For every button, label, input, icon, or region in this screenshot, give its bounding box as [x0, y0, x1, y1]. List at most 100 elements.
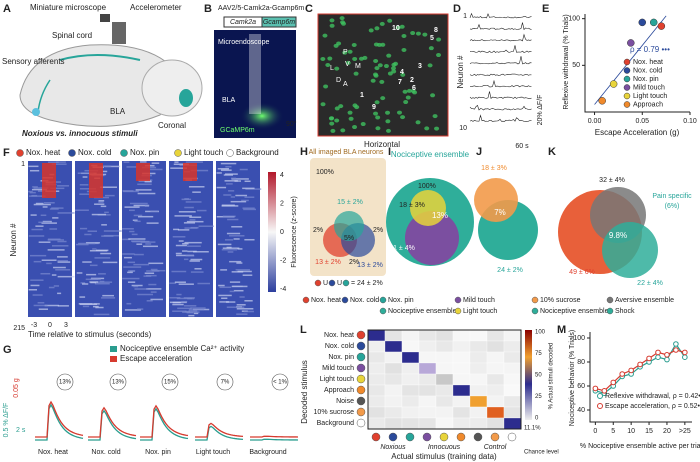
heatmap-row: [216, 172, 222, 174]
matrix-cell: [503, 329, 522, 342]
point: [655, 354, 661, 361]
matrix-cell: [469, 406, 488, 419]
colorbar: [525, 330, 532, 420]
matrix-cell: [435, 329, 454, 342]
legend-label: Nox. heat: [26, 148, 61, 157]
legend-dot: [454, 307, 462, 315]
heatmap-row: [138, 215, 154, 218]
heatmap-row: [224, 239, 234, 241]
heatmap-row: [140, 241, 156, 243]
cell: [352, 125, 358, 130]
heatmap-row: [173, 228, 180, 231]
annotation: Sensory afferents: [2, 57, 65, 66]
heatmap-row: [175, 252, 182, 255]
matrix-cell: [418, 384, 437, 397]
heatmap-row: [184, 206, 194, 209]
venn-label: 2%: [373, 227, 383, 234]
stimulus-label: Nox. cold: [91, 449, 120, 456]
heatmap-row: [75, 209, 89, 211]
heatmap-row: [144, 272, 155, 275]
legend-label: Nox. cold: [633, 67, 662, 74]
legend-label: Aversive ensemble: [615, 297, 674, 304]
label: Noxious: [380, 444, 406, 451]
legend-label: Nox. pin: [633, 76, 659, 83]
x-tick-label: >25: [679, 428, 691, 435]
panel-letter: E: [542, 3, 549, 15]
heatmap-row: [104, 211, 109, 214]
cell: [340, 20, 346, 25]
point: [627, 39, 635, 47]
heatmap-row: [127, 281, 136, 283]
legend-label: Background: [236, 148, 279, 157]
cell: [372, 72, 378, 77]
legend-swatch: [623, 58, 631, 66]
heatmap-row: [90, 277, 105, 280]
label: 32 ± 4%: [599, 177, 625, 184]
matrix-cell: [486, 417, 505, 430]
heatmap-row: [95, 306, 104, 309]
colorbar-tick: 0: [535, 416, 539, 422]
cell: [336, 41, 342, 46]
label: Innocuous: [428, 444, 461, 451]
heatmap-row: [236, 308, 254, 310]
legend-dot: [388, 432, 398, 442]
label: 20% ΔF/F: [537, 95, 544, 126]
heatmap-row: [40, 272, 51, 275]
matrix-cell: [452, 406, 471, 419]
trace: [88, 406, 137, 438]
heatmap-row: [38, 308, 49, 310]
matrix-cell: [367, 373, 386, 386]
trace: [250, 435, 299, 438]
x-tick-label: 5: [611, 428, 615, 435]
heatmap-row: [236, 304, 246, 306]
heatmap-row: [143, 275, 152, 277]
point: [628, 367, 634, 374]
trace: [469, 56, 532, 65]
heatmap-row: [233, 238, 240, 240]
venn-diagrams: [310, 158, 658, 278]
y-tick-label: 40: [577, 407, 585, 414]
heatmap-row: [99, 186, 118, 188]
x-tick-label: 0.10: [683, 118, 697, 125]
heatmap-row: [35, 225, 44, 227]
heatmap-row: [176, 254, 195, 257]
label: GCaMP6m: [220, 127, 255, 134]
row-label: Light touch: [320, 376, 354, 383]
cell: [358, 56, 364, 61]
heatmap-row: [100, 205, 107, 208]
heatmap-row: [49, 228, 58, 230]
heatmap-row: [30, 214, 37, 216]
label: U: [337, 280, 342, 287]
matrix-cell: [418, 417, 437, 430]
stimulus-label: Nox. heat: [38, 449, 68, 456]
heatmap-row: [123, 161, 130, 163]
heatmap-row: [197, 282, 210, 285]
matrix-cell: [503, 373, 522, 386]
matrix-cell: [367, 395, 386, 408]
colorbar-tick: 0: [280, 229, 284, 236]
venn-label: 13 ± 2%: [357, 262, 383, 269]
cell: [427, 63, 433, 68]
heatmap-row: [177, 229, 190, 231]
heatmap-row: [190, 307, 206, 309]
heatmap-row: [90, 281, 96, 284]
legend-dot: [342, 279, 350, 287]
legend-label: Light touch: [633, 93, 667, 100]
matrix-cell: [384, 362, 403, 375]
matrix-cell: [452, 329, 471, 342]
heatmap-row: [150, 298, 163, 301]
matrix-cell: [435, 384, 454, 397]
trace: [140, 407, 189, 441]
heatmap-row: [122, 253, 135, 255]
heatmap-row: [174, 281, 186, 283]
legend-label: Reflexive withdrawal, ρ = 0.42•••: [605, 393, 700, 400]
panel-letter: B: [204, 3, 212, 15]
trace: [469, 22, 532, 31]
cell: [403, 100, 409, 105]
heatmap-row: [122, 277, 140, 280]
compass: M: [355, 63, 361, 70]
heatmap-row: [140, 161, 147, 163]
heatmap-row: [229, 260, 242, 263]
heatmap-row: [186, 220, 204, 223]
row-label: Mild touch: [322, 365, 354, 372]
